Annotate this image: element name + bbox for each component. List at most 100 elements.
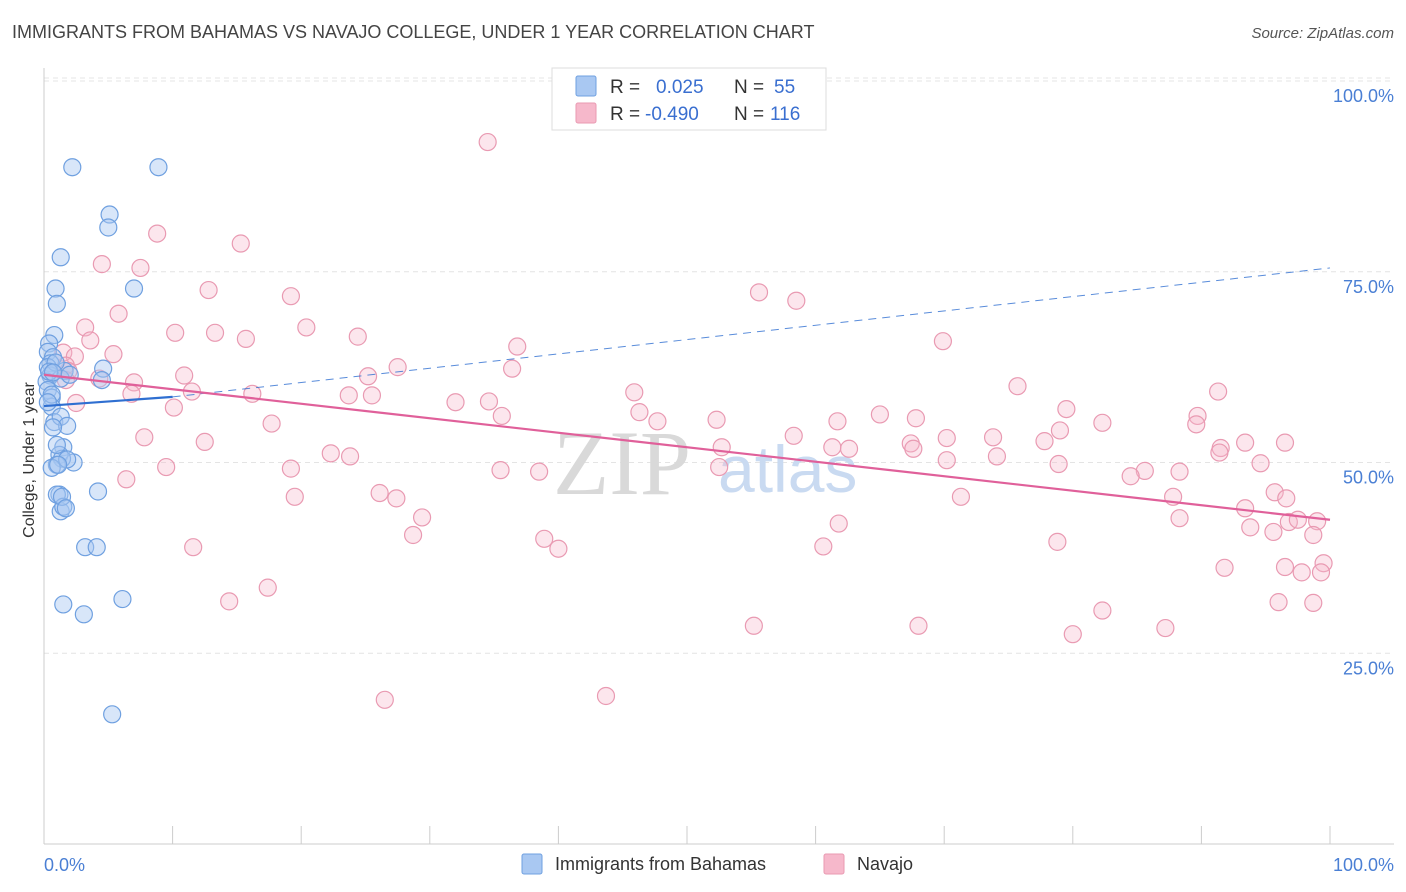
navajo-point: [596, 686, 616, 706]
navajo-point: [104, 345, 123, 364]
bottom-legend-swatch-navajo: [823, 853, 845, 875]
bahamas-point: [60, 365, 79, 384]
navajo-point: [1063, 625, 1082, 644]
y-tick-label: 25.0%: [1343, 658, 1394, 678]
navajo-point: [412, 508, 432, 527]
navajo-point: [987, 447, 1007, 466]
navajo-point: [1093, 413, 1112, 432]
y-axis-tick-labels: 25.0% 50.0% 75.0% 100.0%: [1333, 86, 1394, 678]
legend-r-value-navajo: -0.490: [645, 104, 699, 125]
navajo-point: [549, 539, 568, 558]
navajo-point: [1215, 558, 1234, 577]
bahamas-point: [52, 487, 72, 506]
watermark-atlas: atlas: [718, 432, 857, 506]
y-tick-label: 75.0%: [1343, 277, 1394, 297]
navajo-point: [1288, 510, 1307, 529]
navajo-point: [92, 255, 111, 274]
navajo-point: [823, 438, 842, 457]
navajo-point: [236, 329, 256, 348]
navajo-point: [446, 393, 465, 412]
navajo-point: [906, 409, 926, 428]
bahamas-point: [43, 363, 63, 382]
navajo-point: [492, 406, 511, 426]
navajo-point: [1304, 593, 1323, 612]
navajo-point: [1135, 461, 1154, 480]
bahamas-point: [47, 294, 66, 313]
source-label: Source: ZipAtlas.com: [1251, 25, 1394, 42]
navajo-point: [1277, 489, 1296, 508]
navajo-point: [1236, 433, 1255, 452]
navajo-point: [258, 578, 277, 597]
navajo-point: [1049, 454, 1068, 474]
navajo-point: [828, 412, 847, 431]
navajo-point: [710, 457, 729, 477]
navajo-point: [1050, 421, 1070, 440]
legend-r-value-bahamas: 0.025: [656, 77, 704, 98]
x-axis-ticks: [43, 826, 1331, 844]
bahamas-trend-dashed: [172, 267, 1331, 398]
bahamas-point: [58, 450, 77, 469]
navajo-point: [1236, 499, 1255, 518]
legend-n-value-bahamas: 55: [774, 77, 795, 98]
navajo-point: [870, 405, 890, 424]
bahamas-point: [99, 218, 118, 237]
navajo-point: [184, 538, 203, 557]
navajo-point: [262, 414, 281, 433]
trend-lines: [43, 267, 1331, 521]
y-tick-label: 100.0%: [1333, 86, 1394, 106]
navajo-point: [839, 439, 859, 458]
navajo-point: [148, 224, 167, 243]
navajo-point: [1187, 415, 1206, 434]
navajo-point: [348, 327, 367, 346]
navajo-point: [281, 287, 301, 306]
navajo-point: [707, 410, 726, 429]
navajo-point: [535, 529, 554, 548]
navajo-point: [1265, 483, 1284, 502]
navajo-point: [281, 459, 301, 478]
navajo-point: [712, 438, 731, 457]
navajo-point: [1264, 522, 1283, 542]
navajo-point: [951, 487, 971, 506]
bahamas-point: [38, 393, 57, 412]
legend-frame: [551, 67, 827, 131]
navajo-series-points: [54, 132, 1333, 709]
navajo-point: [1093, 601, 1112, 620]
navajo-point: [1156, 618, 1175, 638]
navajo-point: [340, 447, 360, 466]
navajo-point: [478, 132, 497, 152]
navajo-point: [117, 470, 136, 489]
navajo-point: [787, 291, 806, 310]
navajo-point: [135, 428, 154, 447]
navajo-point: [784, 426, 803, 445]
navajo-point: [1241, 518, 1260, 537]
navajo-point: [1275, 557, 1295, 577]
navajo-point: [829, 514, 848, 533]
navajo-point: [175, 366, 194, 385]
x-tick-label-max: 100.0%: [1333, 855, 1394, 875]
gridlines: [44, 77, 1394, 654]
navajo-point: [814, 537, 833, 556]
navajo-point: [358, 367, 378, 386]
navajo-point: [904, 439, 923, 458]
legend-n-label-navajo: N =: [734, 104, 764, 125]
navajo-point: [1008, 377, 1027, 396]
navajo-point: [1251, 454, 1270, 473]
legend-box: R = 0.025 N = 55 R = -0.490 N = 116: [551, 67, 827, 131]
navajo-point: [339, 386, 358, 405]
navajo-point: [1292, 563, 1311, 582]
y-tick-label: 50.0%: [1343, 468, 1394, 488]
navajo-point: [1269, 593, 1288, 612]
bahamas-point: [43, 418, 63, 437]
bahamas-point: [74, 605, 93, 624]
navajo-point: [81, 331, 100, 350]
bahamas-point: [56, 499, 75, 518]
legend-r-label-bahamas: R =: [610, 77, 640, 98]
navajo-point: [1210, 443, 1229, 462]
chart-title: IMMIGRANTS FROM BAHAMAS VS NAVAJO COLLEG…: [12, 22, 814, 42]
y-axis-label: College, Under 1 year: [21, 382, 38, 538]
navajo-point: [297, 318, 316, 337]
bottom-legend-label-bahamas: Immigrants from Bahamas: [555, 854, 766, 874]
legend-swatch-navajo: [575, 102, 597, 124]
legend-n-label-bahamas: N =: [734, 77, 764, 98]
navajo-point: [362, 386, 382, 405]
